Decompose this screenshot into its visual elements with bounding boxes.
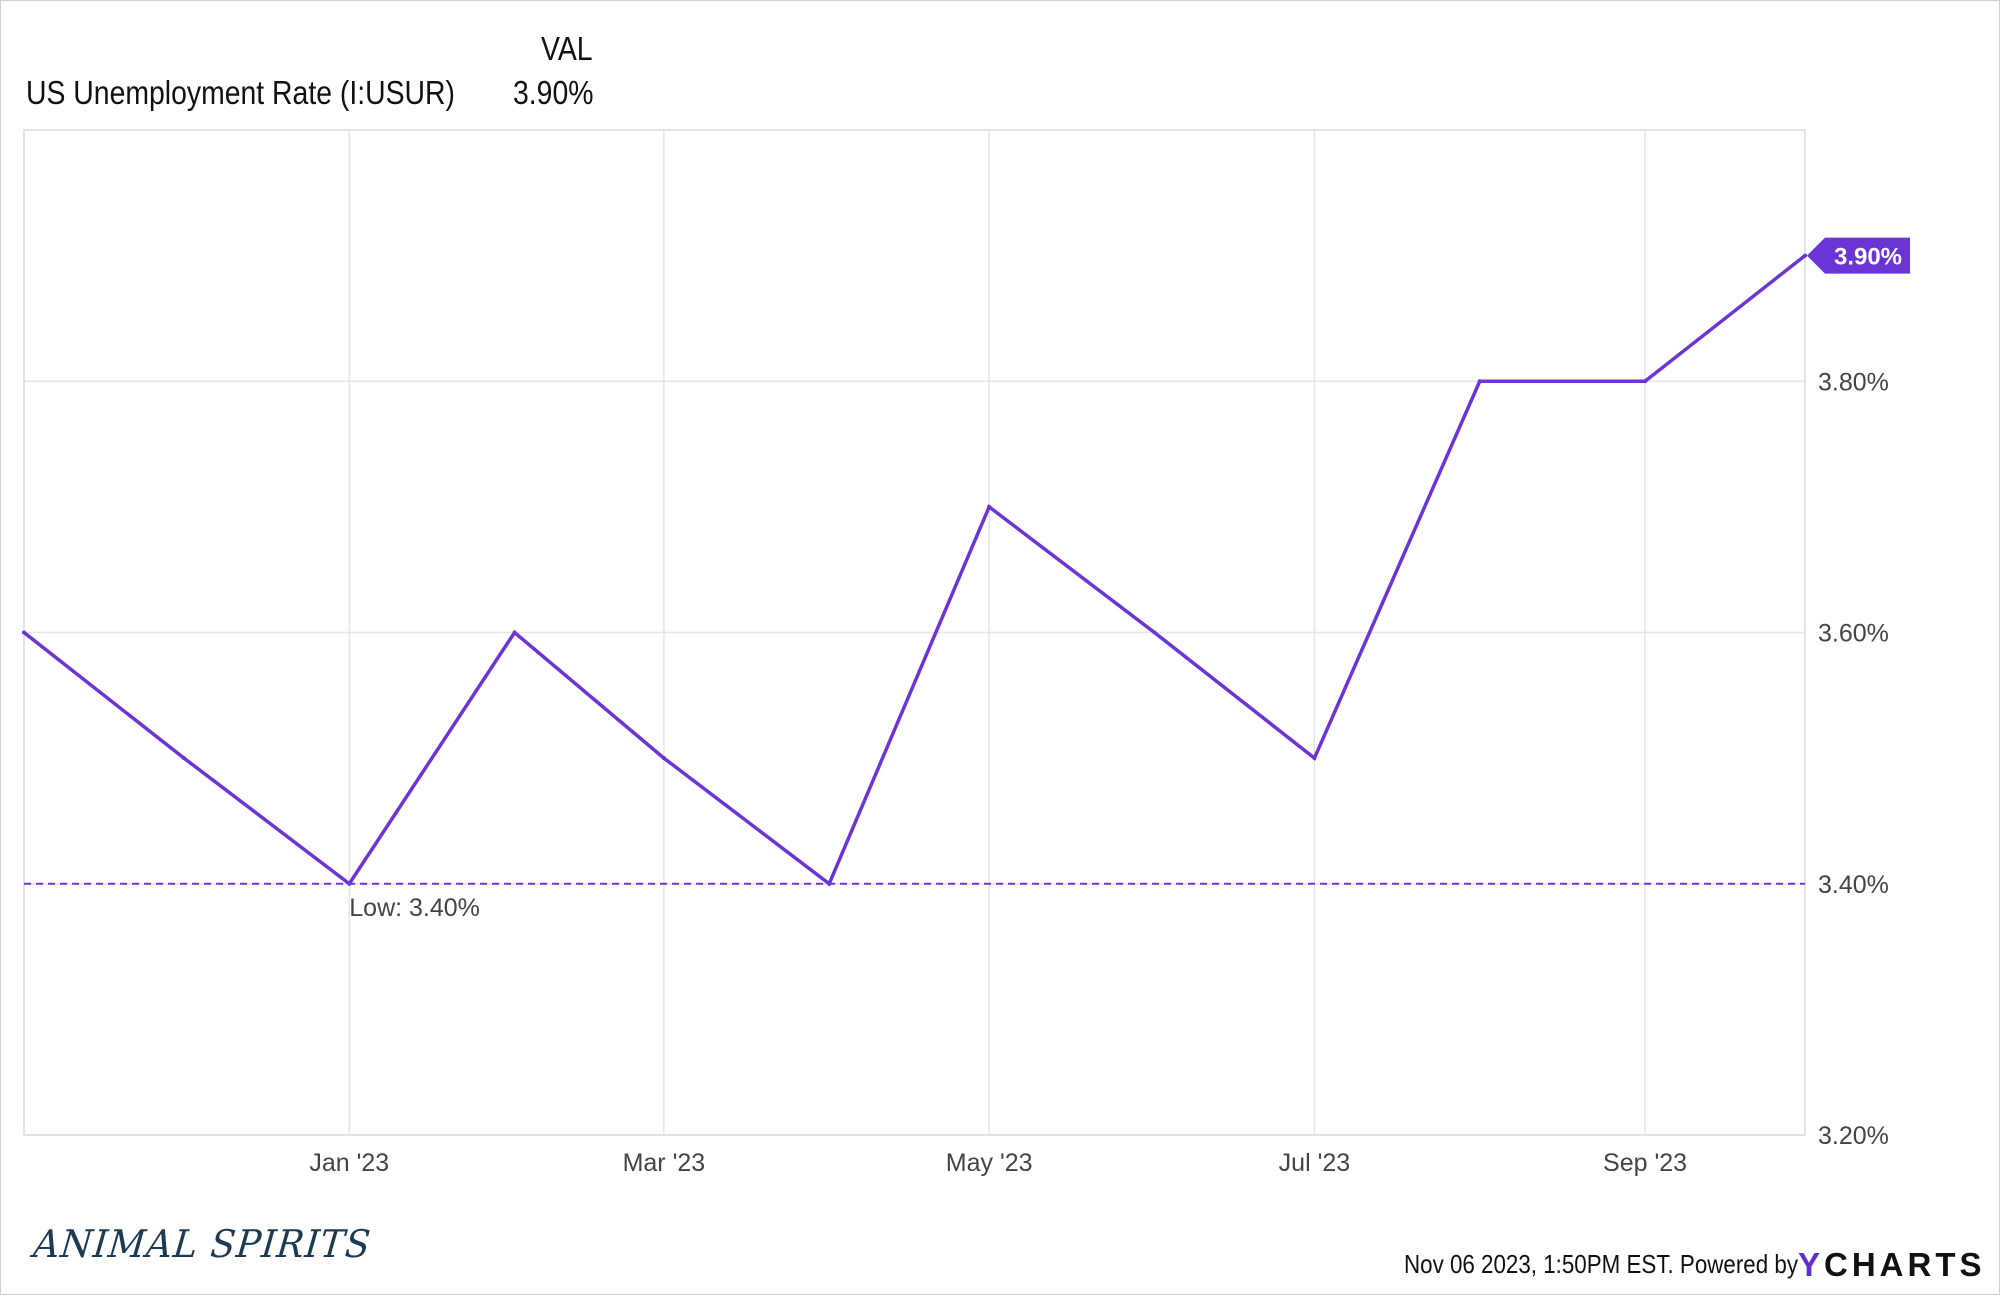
y-tick-label: 3.40% bbox=[1818, 871, 1889, 899]
data-point bbox=[987, 504, 992, 509]
legend-series-name[interactable]: US Unemployment Rate (I:USUR) bbox=[26, 74, 455, 111]
data-point bbox=[347, 881, 352, 886]
x-tick-label: Jul '23 bbox=[1279, 1149, 1350, 1177]
animal-spirits-logo: ANIMAL SPIRITS bbox=[31, 1222, 374, 1266]
last-value-tag: 3.90% bbox=[1807, 237, 1910, 274]
data-point bbox=[1643, 379, 1648, 384]
data-point bbox=[22, 630, 26, 635]
ycharts-logo-y: Y bbox=[1798, 1246, 1825, 1283]
footer-timestamp: Nov 06 2023, 1:50PM EST. Powered by bbox=[1404, 1249, 1799, 1279]
data-point bbox=[181, 756, 186, 761]
series-layer bbox=[22, 253, 1807, 887]
ycharts-logo[interactable]: YCHARTS bbox=[1798, 1246, 1986, 1284]
legend-value-header: VAL bbox=[541, 30, 593, 67]
y-tick-label: 3.20% bbox=[1818, 1122, 1889, 1150]
last-value-tag-text: 3.90% bbox=[1834, 244, 1902, 271]
ycharts-logo-text: CHARTS bbox=[1824, 1246, 1986, 1283]
series-line bbox=[22, 254, 1807, 887]
x-tick-label: Sep '23 bbox=[1603, 1149, 1687, 1177]
data-point bbox=[1477, 379, 1482, 384]
y-tick-label: 3.60% bbox=[1818, 620, 1889, 648]
data-point bbox=[1803, 253, 1807, 258]
grid-layer bbox=[24, 130, 1805, 1136]
data-point bbox=[1152, 630, 1157, 635]
x-tick-label: Mar '23 bbox=[623, 1149, 706, 1177]
last-value-tag-bg bbox=[1807, 237, 1910, 274]
y-tick-label: 3.80% bbox=[1818, 368, 1889, 396]
data-point bbox=[512, 630, 517, 635]
x-tick-label: May '23 bbox=[946, 1149, 1033, 1177]
axis-labels: 3.20% 3.40% 3.60% 3.80% Jan '23 Mar '23 May '2… bbox=[309, 368, 1889, 1177]
legend-series-value: 3.90% bbox=[513, 74, 594, 111]
data-point bbox=[1312, 756, 1317, 761]
data-point bbox=[827, 881, 832, 886]
data-point bbox=[661, 756, 666, 761]
x-tick-label: Jan '23 bbox=[309, 1149, 389, 1177]
low-reference-label: Low: 3.40% bbox=[349, 894, 480, 922]
